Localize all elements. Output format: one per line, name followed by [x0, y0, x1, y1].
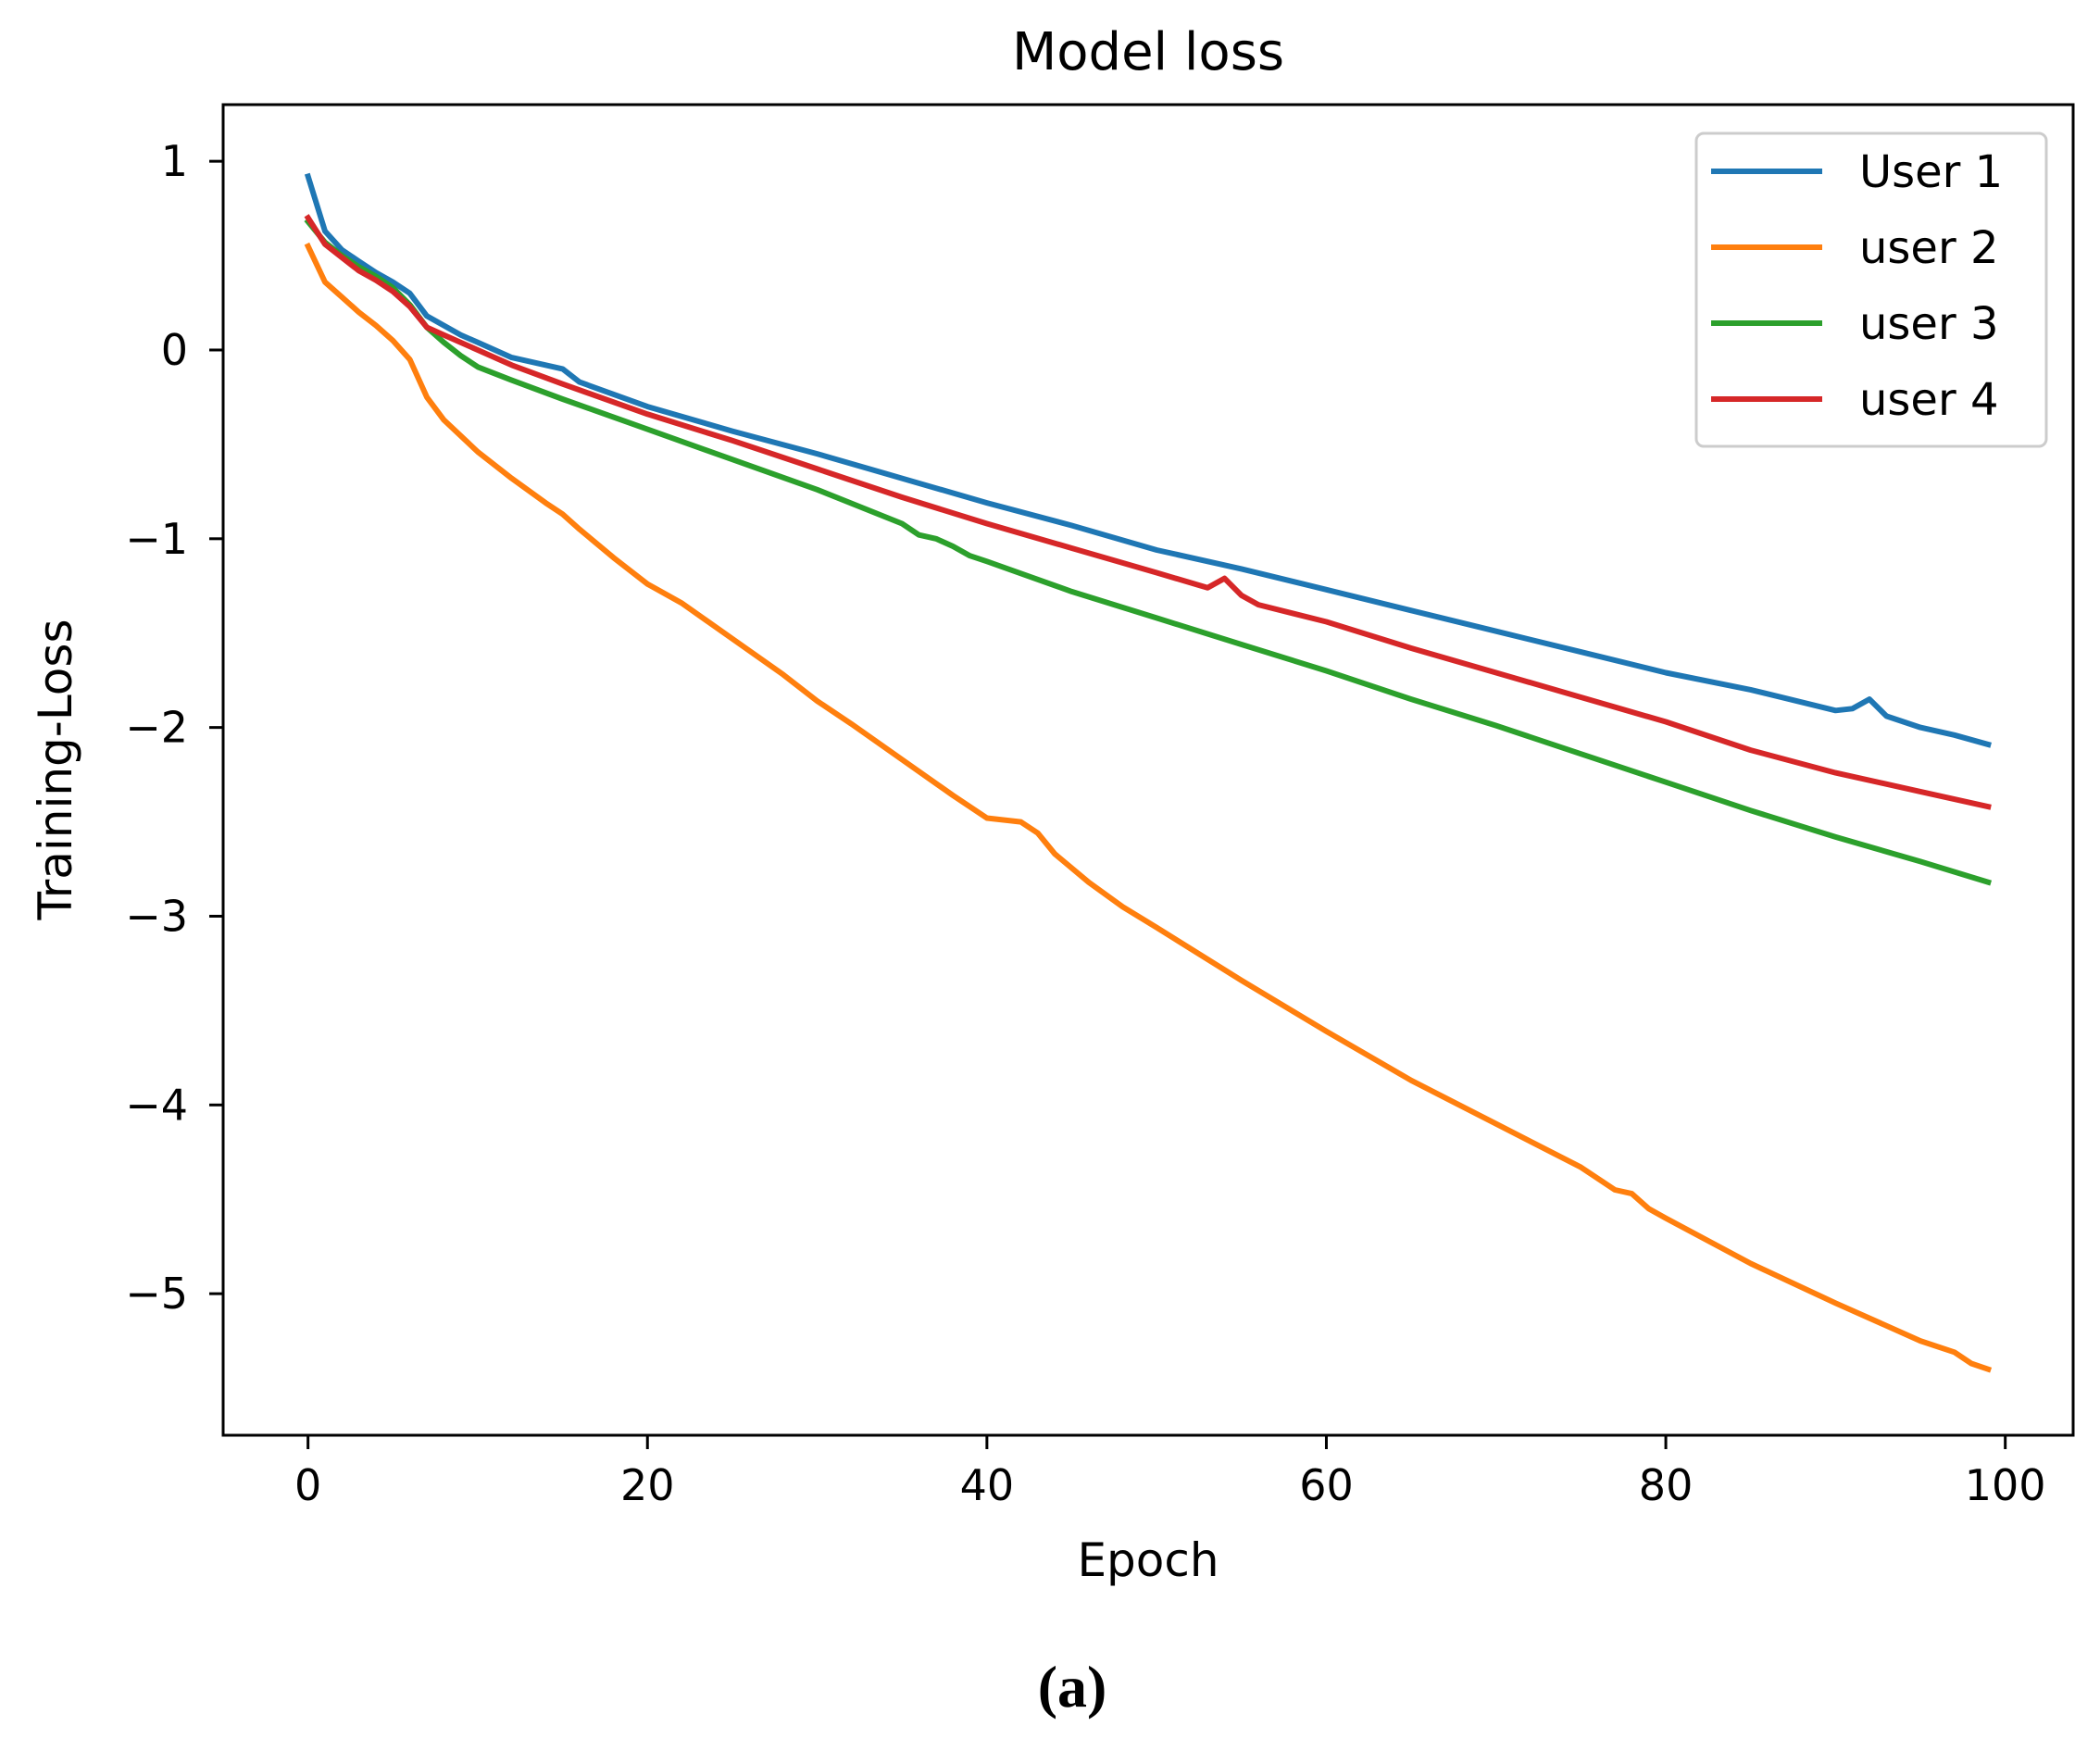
x-tick-label: 40: [960, 1460, 1015, 1510]
chart-title: Model loss: [1012, 22, 1284, 82]
x-tick-label: 100: [1965, 1460, 2046, 1510]
legend: User 1 user 2 user 3 user 4: [1694, 131, 2048, 448]
y-axis-label: Training-Loss: [29, 619, 82, 921]
series-line-4: [304, 214, 1992, 810]
legend-label-1: User 1: [1859, 146, 2003, 198]
legend-label-4: user 4: [1859, 374, 1999, 426]
x-tick-label: 80: [1639, 1460, 1694, 1510]
series-layer: [304, 172, 1993, 1373]
legend-box: [1694, 131, 2048, 448]
x-tick-label: 0: [294, 1460, 321, 1510]
y-tick-label: 1: [161, 136, 188, 186]
x-tick-label: 20: [620, 1460, 675, 1510]
y-tick-label: −4: [125, 1080, 188, 1130]
plot-area-frame: [221, 103, 2075, 1437]
legend-items: User 1 user 2 user 3 user 4: [1711, 146, 2003, 426]
series-line-2: [304, 242, 1993, 1373]
y-tick-label: −5: [125, 1269, 188, 1319]
series-line-1: [304, 172, 1992, 748]
legend-label-2: user 2: [1859, 222, 1999, 274]
y-axis-ticks: 1 0 −1 −2 −3 −4 −5: [125, 136, 223, 1319]
x-tick-label: 60: [1299, 1460, 1354, 1510]
y-tick-label: −3: [125, 891, 188, 941]
y-tick-label: −1: [125, 514, 188, 564]
y-tick-label: −2: [125, 703, 188, 753]
legend-label-3: user 3: [1859, 298, 1999, 350]
x-axis-ticks: 0 20 40 60 80 100: [294, 1435, 2046, 1510]
x-axis-label: Epoch: [1077, 1533, 1219, 1587]
figure-caption: (a): [1038, 1654, 1107, 1720]
y-tick-label: 0: [161, 325, 188, 375]
